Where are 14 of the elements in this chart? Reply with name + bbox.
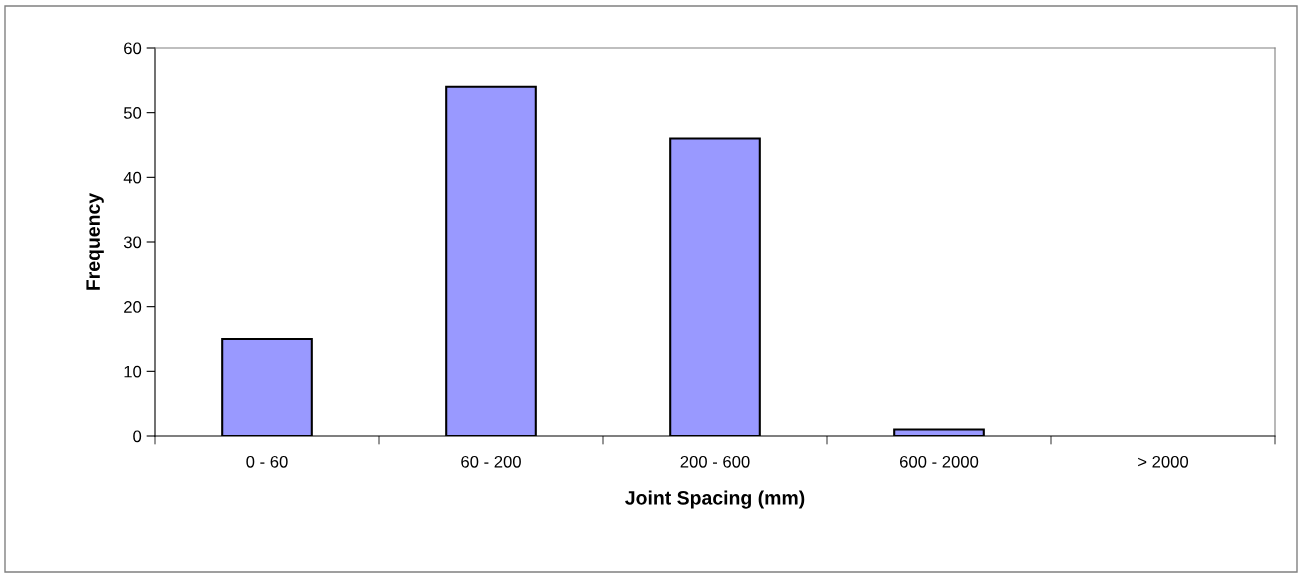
y-tick-label: 50 bbox=[123, 107, 142, 119]
y-tick-label: 10 bbox=[124, 365, 142, 378]
x-tick-label: 200 - 600 bbox=[680, 455, 750, 468]
x-tick-label: 60 - 200 bbox=[461, 455, 521, 468]
x-axis-title: Joint Spacing (mm) bbox=[625, 490, 805, 509]
y-tick-label: 60 bbox=[124, 42, 142, 55]
y-tick-label: 0 bbox=[133, 430, 142, 443]
y-tick-label: 30 bbox=[123, 236, 142, 249]
y-axis-title: Frequency bbox=[86, 192, 104, 290]
x-tick-label: 0 - 60 bbox=[246, 455, 288, 468]
x-tick-label: 600 - 2000 bbox=[900, 455, 979, 468]
y-tick-label: 20 bbox=[124, 301, 142, 313]
y-tick-label: 40 bbox=[123, 171, 142, 184]
x-tick-label: > 2000 bbox=[1138, 455, 1189, 468]
